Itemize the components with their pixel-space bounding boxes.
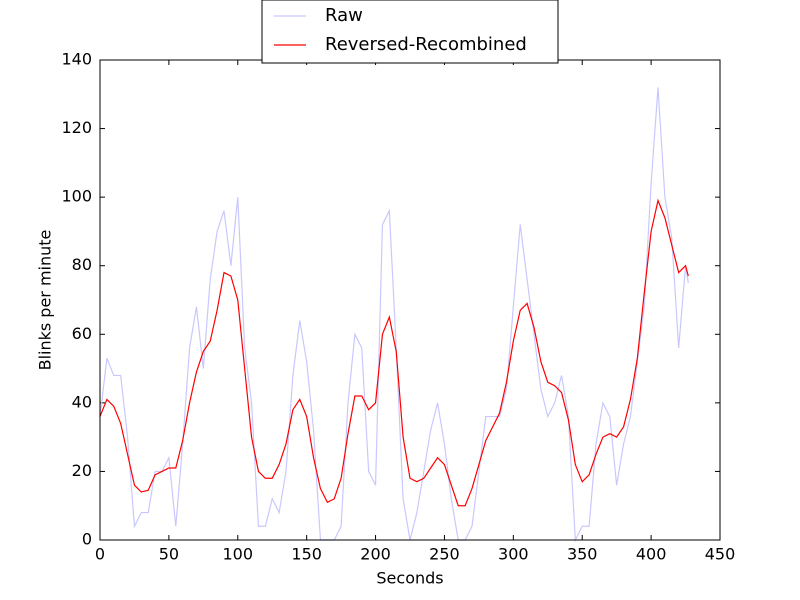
x-tick-label: 450 [705, 545, 736, 564]
x-tick-label: 300 [498, 545, 529, 564]
y-tick-label: 140 [61, 50, 92, 69]
x-tick-label: 150 [291, 545, 322, 564]
x-tick-label: 400 [636, 545, 667, 564]
x-tick-label: 350 [567, 545, 598, 564]
x-tick-label: 0 [95, 545, 105, 564]
y-axis-label: Blinks per minute [36, 230, 55, 371]
y-tick-label: 100 [61, 187, 92, 206]
y-tick-label: 0 [82, 530, 92, 549]
y-tick-label: 20 [72, 461, 92, 480]
x-tick-label: 50 [159, 545, 179, 564]
series-line [99, 198, 689, 507]
x-tick-label: 100 [223, 545, 254, 564]
y-tick-label: 40 [72, 392, 92, 411]
legend-box [261, 0, 559, 64]
y-tick-label: 60 [72, 324, 92, 343]
y-tick-label: 120 [61, 118, 92, 137]
x-tick-label: 200 [360, 545, 391, 564]
x-axis-label: Seconds [376, 569, 443, 588]
legend-label: Reversed-Recombined [325, 34, 527, 55]
plot-area [100, 60, 720, 540]
series-line [99, 87, 689, 543]
legend-label: Raw [325, 5, 363, 26]
x-tick-label: 250 [429, 545, 460, 564]
y-tick-label: 80 [72, 255, 92, 274]
